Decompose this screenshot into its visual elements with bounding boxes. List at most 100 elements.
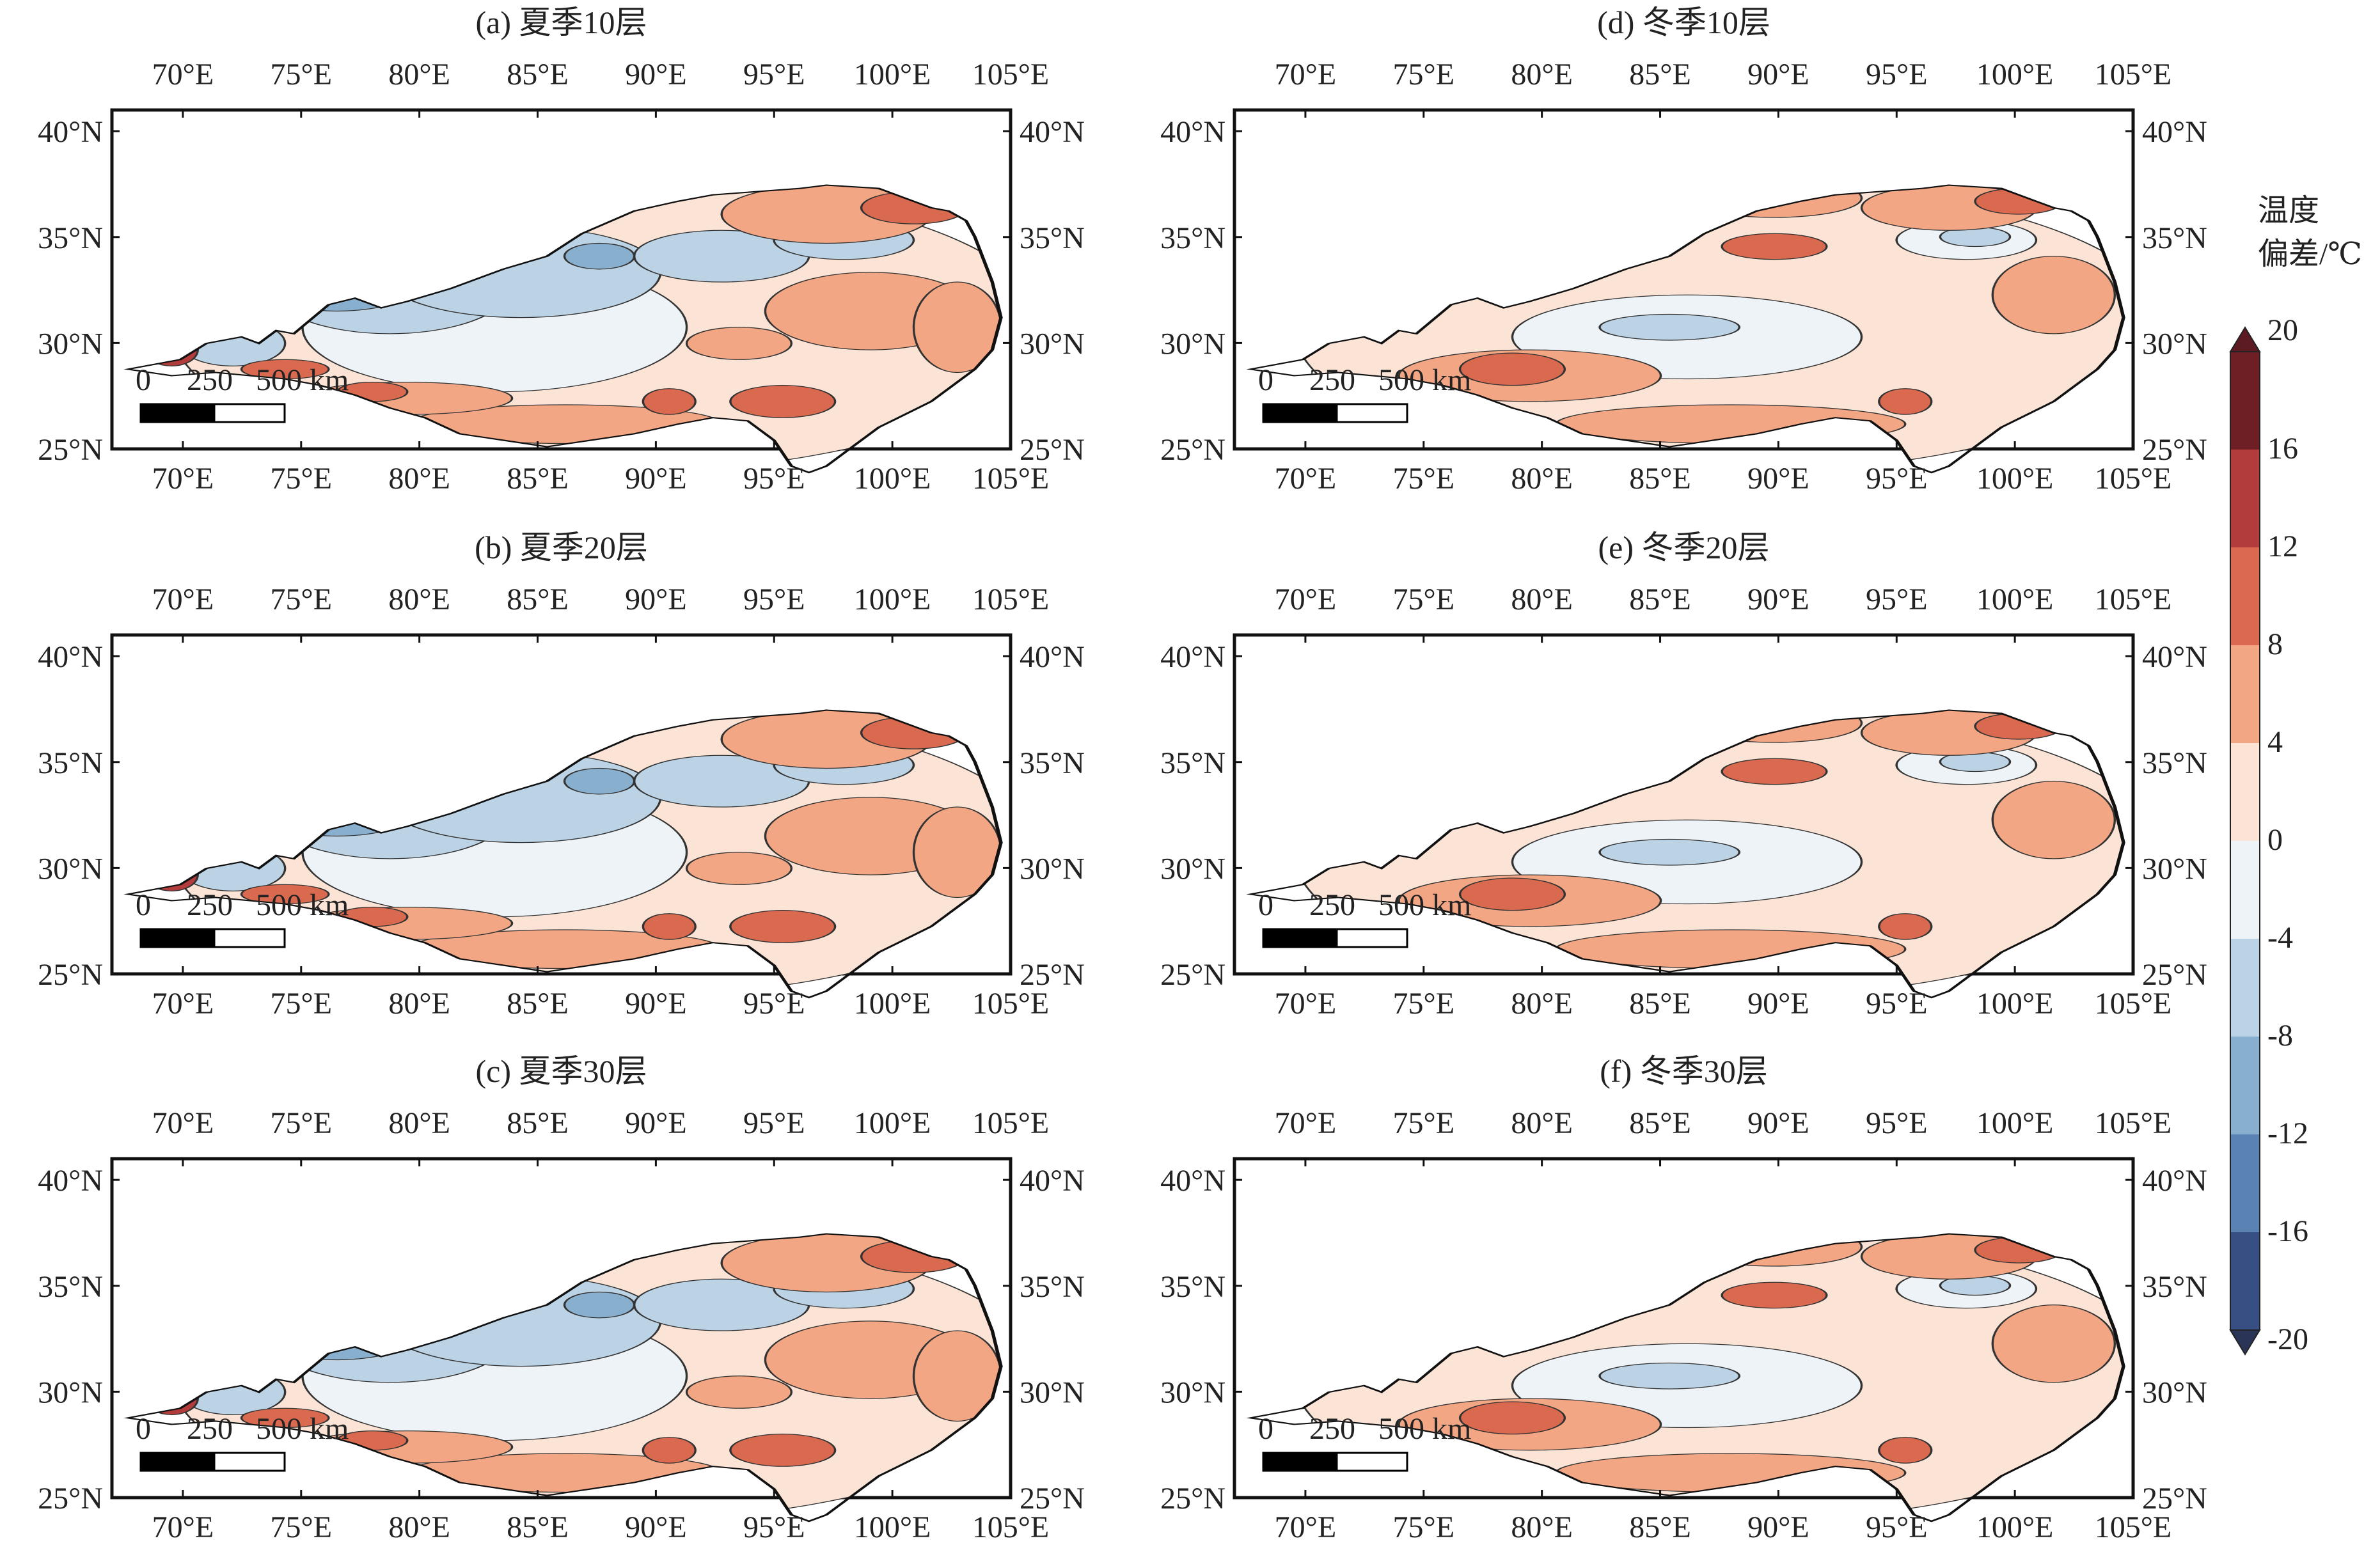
lat-tick-label-right: 30°N [2142, 327, 2207, 361]
lon-tick-label-top: 80°E [1511, 1106, 1573, 1140]
lon-tick-label-top: 105°E [972, 583, 1050, 616]
lon-tick-label-bottom: 75°E [271, 1510, 333, 1544]
temperature-anomaly-contour [642, 913, 697, 940]
lon-tick-label-top: 75°E [271, 58, 333, 91]
scale-label-500: 500 km [256, 363, 349, 397]
scale-label-250: 250 [1309, 363, 1355, 397]
lon-tick-label-bottom: 70°E [1275, 1510, 1337, 1544]
temperature-anomaly-contour [563, 1291, 636, 1319]
temperature-anomaly-contour [1458, 1401, 1566, 1435]
lat-tick-label-right: 25°N [2142, 1482, 2207, 1516]
lon-tick-label-bottom: 85°E [1629, 987, 1691, 1021]
map-panels: (a) 夏季10层 70°E 70°E 75°E 75°E 80°E 80°E 85°E 85°… [38, 4, 2207, 1544]
lon-tick-label-bottom: 105°E [2095, 462, 2172, 496]
lon-tick-label-bottom: 105°E [2095, 1510, 2172, 1544]
lat-tick-label-left: 25°N [1160, 958, 1225, 992]
lon-tick-label-top: 70°E [1275, 583, 1337, 616]
lat-tick-label-left: 40°N [1160, 115, 1225, 149]
temperature-anomaly-contour [1721, 233, 1828, 260]
temperature-anomaly-contour [685, 1375, 793, 1409]
lon-tick-label-top: 85°E [1629, 58, 1691, 91]
temperature-anomaly-contour [729, 385, 837, 418]
scale-bar-black [139, 1452, 216, 1472]
temperature-anomaly-contour [1458, 877, 1566, 911]
lon-tick-label-bottom: 85°E [507, 1510, 569, 1544]
lon-tick-label-bottom: 95°E [743, 987, 805, 1021]
colorbar-swatch [2230, 450, 2260, 547]
lat-tick-label-left: 40°N [38, 1164, 103, 1198]
lat-tick-label-left: 25°N [1160, 1482, 1225, 1516]
lat-tick-label-left: 30°N [1160, 852, 1225, 886]
colorbar-title-line2: 偏差/℃ [2258, 237, 2362, 271]
lon-tick-label-top: 105°E [2095, 58, 2172, 91]
colorbar-tick-label: 20 [2267, 313, 2298, 347]
lon-tick-label-bottom: 95°E [1866, 1510, 1928, 1544]
lon-tick-label-bottom: 100°E [1976, 1510, 2054, 1544]
lon-tick-label-bottom: 105°E [972, 462, 1050, 496]
panel-title: (d) 冬季10层 [1597, 4, 1770, 40]
scale-label-0: 0 [1258, 363, 1273, 397]
lon-tick-label-top: 80°E [388, 58, 450, 91]
lon-tick-label-bottom: 100°E [854, 987, 931, 1021]
scale-bar-black [139, 403, 216, 423]
lon-tick-label-top: 70°E [152, 58, 214, 91]
lat-tick-label-left: 40°N [38, 640, 103, 674]
lat-tick-label-left: 25°N [1160, 433, 1225, 467]
lon-tick-label-bottom: 80°E [1511, 987, 1573, 1021]
lon-tick-label-top: 105°E [972, 1106, 1050, 1140]
lon-tick-label-top: 95°E [1866, 583, 1928, 616]
temperature-anomaly-contour [1991, 1304, 2116, 1383]
lon-tick-label-top: 85°E [1629, 583, 1691, 616]
lat-tick-label-left: 35°N [38, 1270, 103, 1304]
scale-bar-white [1336, 403, 1408, 423]
lat-tick-label-right: 25°N [2142, 433, 2207, 467]
colorbar-tick-label: -20 [2267, 1322, 2308, 1356]
lon-tick-label-top: 100°E [854, 1106, 931, 1140]
colorbar-extend-top [2229, 326, 2261, 352]
temperature-anomaly-contour [563, 242, 636, 270]
colorbar-swatch [2230, 939, 2260, 1037]
lon-tick-label-top: 95°E [743, 58, 805, 91]
colorbar-swatch [2230, 352, 2260, 450]
lon-tick-label-top: 85°E [507, 58, 569, 91]
colorbar-tick-label: -8 [2267, 1019, 2293, 1053]
lat-tick-label-right: 40°N [2142, 640, 2207, 674]
scale-bar-white [213, 1452, 286, 1472]
colorbar-extend-bottom [2229, 1329, 2261, 1356]
scale-label-0: 0 [1258, 888, 1273, 922]
temperature-anomaly-contour [1878, 913, 1933, 940]
lon-tick-label-bottom: 70°E [152, 987, 214, 1021]
map-panel: (d) 冬季10层 70°E 70°E 75°E 75°E 80°E 80°E 85°E 85°… [1160, 4, 2207, 496]
scale-label-0: 0 [136, 888, 151, 922]
lon-tick-label-bottom: 80°E [1511, 462, 1573, 496]
lon-tick-label-top: 90°E [1747, 58, 1809, 91]
lon-tick-label-top: 80°E [1511, 583, 1573, 616]
lon-tick-label-bottom: 70°E [1275, 462, 1337, 496]
lat-tick-label-right: 35°N [2142, 221, 2207, 255]
lon-tick-label-top: 95°E [1866, 58, 1928, 91]
scale-label-500: 500 km [256, 1412, 349, 1446]
lon-tick-label-bottom: 80°E [388, 1510, 450, 1544]
lon-tick-label-bottom: 85°E [1629, 462, 1691, 496]
colorbar: 温度 偏差/℃ 20 16 12 8 4 0 -4 -8 -12 -16 -20 [2229, 194, 2362, 1356]
colorbar-swatch [2230, 547, 2260, 645]
lat-tick-label-right: 25°N [1020, 433, 1085, 467]
lon-tick-label-bottom: 90°E [625, 1510, 687, 1544]
colorbar-tick-label: -12 [2267, 1116, 2308, 1150]
lon-tick-label-bottom: 70°E [152, 462, 214, 496]
lat-tick-label-right: 40°N [1020, 640, 1085, 674]
lat-tick-label-right: 30°N [2142, 852, 2207, 886]
lon-tick-label-top: 75°E [1393, 583, 1455, 616]
temperature-anomaly-contour [729, 910, 837, 943]
scale-label-0: 0 [136, 363, 151, 397]
lon-tick-label-top: 105°E [2095, 1106, 2172, 1140]
panel-title: (a) 夏季10层 [476, 4, 647, 40]
colorbar-labels: 20 16 12 8 4 0 -4 -8 -12 -16 -20 [2267, 313, 2308, 1356]
colorbar-tick-label: -4 [2267, 921, 2293, 955]
panel-title: (b) 夏季20层 [475, 529, 648, 565]
lon-tick-label-bottom: 100°E [1976, 462, 2054, 496]
lat-tick-label-right: 35°N [1020, 746, 1085, 780]
lon-tick-label-top: 95°E [743, 1106, 805, 1140]
colorbar-swatch [2230, 1037, 2260, 1134]
